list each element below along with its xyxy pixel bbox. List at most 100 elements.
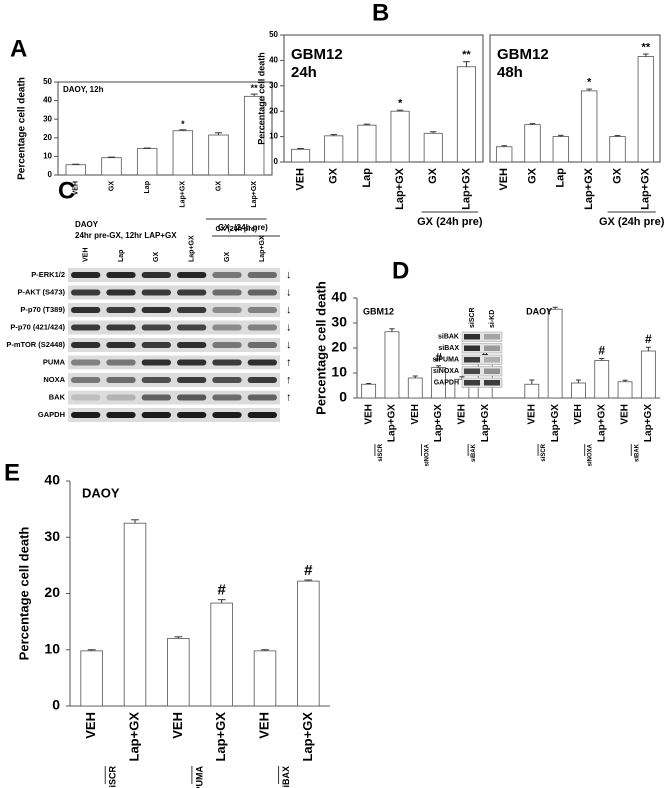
blot-band [71,394,101,401]
y-axis-label: Percentage cell death [17,77,28,180]
y-tick-label: 40 [269,56,278,65]
inset-band [464,357,480,363]
group-label: GX (24h pre) [599,216,665,228]
x-tick-label: VEH [294,168,306,191]
plot-frame [283,34,484,163]
group-label: GX (24h pre) [216,226,258,233]
x-tick-label: VEH [498,168,510,191]
x-tick-label: VEH [410,404,421,425]
blot-band [247,289,277,296]
x-tick-label: VEH [363,404,374,425]
bar [594,360,610,399]
blot-strip [68,390,280,405]
bar [617,381,633,399]
y-tick-label: 10 [331,364,347,380]
y-tick-label: 30 [269,81,278,90]
blot-lane-label: GX [224,252,231,262]
blot-band [212,412,242,418]
blot-band [141,359,171,366]
significance-mark: # [304,562,313,579]
blot-band [141,377,171,383]
bar [609,136,626,163]
bar [101,157,122,176]
group-label: GX (24h pre) [417,216,483,228]
blot-band [106,342,136,348]
cell-line-label: DAOY [526,306,552,316]
blot-band [106,289,136,296]
blot-band [71,307,101,313]
blot-band [106,272,136,278]
x-tick-label: Lap+GX [433,404,444,442]
inset-strip [461,331,503,342]
x-tick-label: Lap+GX [643,404,654,442]
blot-row-label: PUMA [43,357,66,366]
bar [384,331,400,399]
x-tick-label: Lap [144,181,151,193]
x-tick-label: VEH [526,404,537,425]
blot-band [212,342,242,348]
x-tick-label: Lap+GX [394,167,406,210]
blot-row-label: P-mTOR (S2448) [6,340,65,349]
blot-band [247,324,277,331]
inset-row-label: siNOXA [433,368,459,375]
x-tick-label: Lap [361,168,373,188]
y-tick-label: 40 [44,472,60,488]
blot-arrow: ↓ [286,304,292,316]
significance-mark: # [435,351,442,365]
y-tick-label: 30 [331,314,347,330]
blot-band [106,377,136,383]
significance-mark: ** [462,49,471,61]
blot-band [141,412,171,418]
blot-row-label: GAPDH [38,410,65,419]
y-tick-label: 40 [43,96,52,105]
blot-band [247,394,277,401]
bar [423,132,443,163]
bar [297,580,320,707]
significance-mark: * [587,76,592,88]
plot-frame [489,34,661,163]
blot-band [71,377,101,383]
blot-lane-label: Lap [118,250,125,262]
blot-band [212,377,242,383]
panel-label: C [58,177,75,204]
x-tick-label: VEH [256,712,271,739]
x-tick-label: Lap+GX [300,712,315,762]
blot-band [247,359,277,366]
blot-arrow: ↓ [286,339,292,351]
y-axis-label: Percentage cell death [313,281,328,415]
group-label: siBAK [634,443,640,462]
blot-lane-label: Lap+GX [259,235,266,262]
chart-title: GBM12 [497,46,549,63]
blot-cell-line: DAOY [75,220,99,229]
x-tick-label: Lap+GX [480,404,491,442]
inset-band [464,380,480,386]
blot-band [212,307,242,313]
bar [210,602,233,707]
bar [407,377,423,399]
y-tick-label: 50 [269,30,278,39]
x-tick-label: Lap [555,168,567,188]
bar [456,66,476,163]
y-axis-label: Percentage cell death [256,52,266,145]
chart-title: DAOY, 12h [63,85,104,94]
blot-band [177,394,207,401]
bar [324,135,344,163]
blot-strip [68,268,280,282]
bar [637,56,655,163]
blot-band [141,324,171,331]
blot-row-label: NOXA [43,375,65,384]
blot-strip [68,373,280,387]
blot-band [106,394,136,401]
blot-band [212,289,242,296]
inset-row-label: GAPDH [434,380,459,387]
group-label: siPUMA [194,766,204,788]
blot-row-label: P-ERK1/2 [31,270,65,279]
blot-arrow: ↓ [286,269,292,281]
blot-arrow: ↑ [286,356,292,368]
bar [580,90,598,163]
bar [172,130,194,176]
bar [123,522,147,707]
blot-band [106,307,136,313]
bar [291,148,311,163]
